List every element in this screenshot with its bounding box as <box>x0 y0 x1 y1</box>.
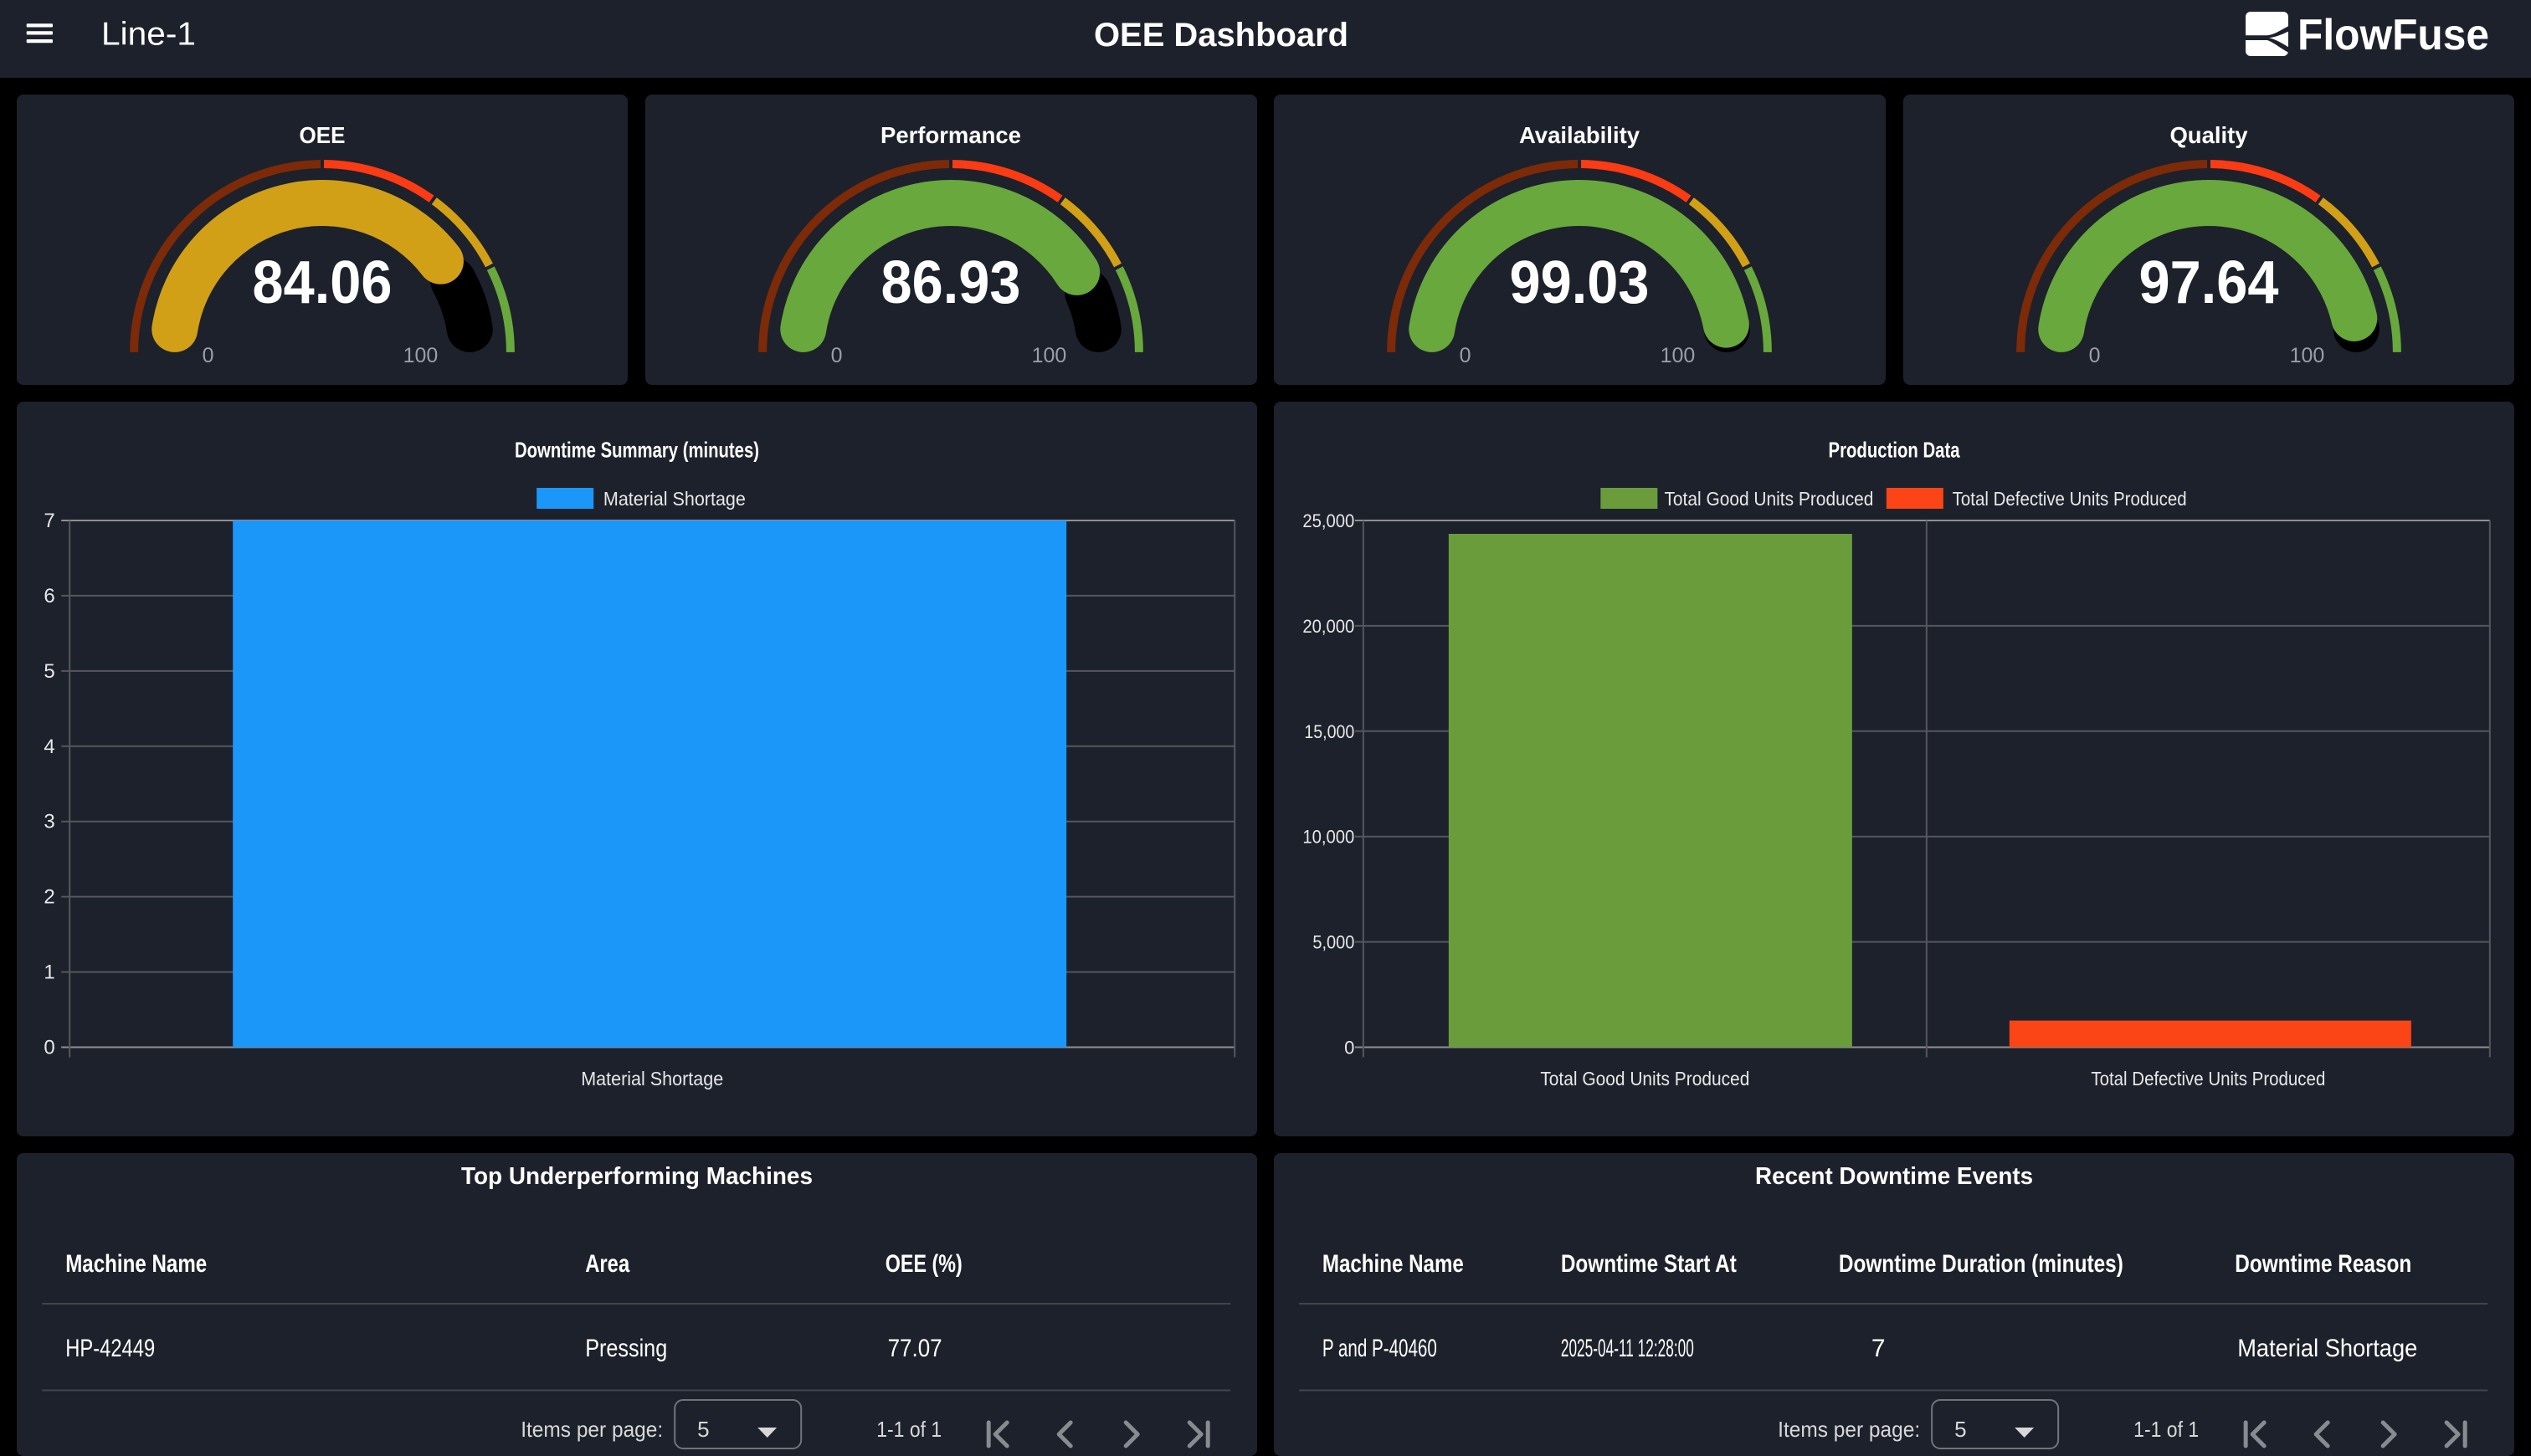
svg-text:Items per page:: Items per page: <box>521 1417 663 1442</box>
svg-text:6: 6 <box>44 585 54 608</box>
svg-text:Downtime Duration (minutes): Downtime Duration (minutes) <box>1839 1250 2123 1278</box>
svg-text:Total Good Units Produced: Total Good Units Produced <box>1665 488 1874 510</box>
svg-text:Downtime Reason: Downtime Reason <box>2236 1250 2412 1278</box>
svg-text:0: 0 <box>831 344 843 367</box>
svg-text:0: 0 <box>1460 344 1471 367</box>
svg-text:3: 3 <box>44 811 54 833</box>
svg-text:0: 0 <box>203 344 214 367</box>
svg-text:20,000: 20,000 <box>1303 616 1355 637</box>
svg-text:77.07: 77.07 <box>888 1335 942 1362</box>
svg-text:Material Shortage: Material Shortage <box>581 1068 723 1089</box>
svg-text:100: 100 <box>1032 344 1067 367</box>
svg-text:OEE Dashboard: OEE Dashboard <box>1094 17 1348 54</box>
svg-text:7: 7 <box>44 510 54 532</box>
svg-text:Performance: Performance <box>880 122 1021 148</box>
svg-text:Total Defective Units Produced: Total Defective Units Produced <box>1953 488 2187 510</box>
svg-text:Material Shortage: Material Shortage <box>603 488 746 510</box>
svg-text:99.03: 99.03 <box>1510 249 1650 316</box>
svg-text:Recent Downtime Events: Recent Downtime Events <box>1755 1163 2033 1190</box>
svg-text:86.93: 86.93 <box>881 249 1021 316</box>
svg-text:Availability: Availability <box>1519 122 1640 148</box>
svg-text:Pressing: Pressing <box>585 1335 667 1362</box>
svg-text:Downtime Start At: Downtime Start At <box>1561 1250 1737 1278</box>
svg-text:1-1 of 1: 1-1 of 1 <box>2133 1417 2199 1442</box>
svg-text:OEE: OEE <box>300 122 346 148</box>
svg-text:2: 2 <box>44 886 54 909</box>
svg-text:Downtime Summary (minutes): Downtime Summary (minutes) <box>515 438 759 463</box>
svg-text:5: 5 <box>1954 1417 1966 1442</box>
svg-text:7: 7 <box>1871 1335 1886 1362</box>
svg-text:0: 0 <box>2088 344 2100 367</box>
svg-text:Machine Name: Machine Name <box>1322 1250 1464 1278</box>
svg-text:2025-04-11 12:28:00: 2025-04-11 12:28:00 <box>1561 1335 1694 1362</box>
svg-text:100: 100 <box>1661 344 1696 367</box>
svg-text:5: 5 <box>697 1417 709 1442</box>
svg-text:Line-1: Line-1 <box>101 17 196 53</box>
svg-text:Quality: Quality <box>2169 122 2248 148</box>
svg-text:P and P-40460: P and P-40460 <box>1322 1335 1437 1362</box>
svg-text:Items per page:: Items per page: <box>1778 1417 1920 1442</box>
svg-text:25,000: 25,000 <box>1303 510 1355 531</box>
svg-text:97.64: 97.64 <box>2138 249 2278 316</box>
svg-text:Total Good Units Produced: Total Good Units Produced <box>1541 1068 1750 1089</box>
svg-text:Total Defective Units Produced: Total Defective Units Produced <box>2092 1068 2326 1089</box>
svg-text:FlowFuse: FlowFuse <box>2297 11 2489 59</box>
svg-text:84.06: 84.06 <box>253 249 393 316</box>
svg-text:OEE (%): OEE (%) <box>886 1250 963 1278</box>
svg-text:5: 5 <box>44 660 54 683</box>
svg-text:15,000: 15,000 <box>1305 721 1355 742</box>
svg-text:1: 1 <box>44 961 54 984</box>
svg-text:1-1 of 1: 1-1 of 1 <box>876 1417 942 1442</box>
svg-text:Top Underperforming Machines: Top Underperforming Machines <box>461 1163 813 1190</box>
svg-text:0: 0 <box>44 1037 54 1059</box>
svg-text:100: 100 <box>403 344 439 367</box>
svg-text:Material Shortage: Material Shortage <box>2238 1335 2418 1362</box>
svg-text:HP-42449: HP-42449 <box>65 1335 155 1362</box>
svg-text:10,000: 10,000 <box>1303 827 1355 848</box>
svg-text:5,000: 5,000 <box>1313 932 1355 953</box>
svg-text:Machine Name: Machine Name <box>65 1250 207 1278</box>
svg-text:4: 4 <box>44 736 54 758</box>
svg-text:Production Data: Production Data <box>1829 438 1960 463</box>
svg-text:0: 0 <box>1344 1038 1354 1059</box>
svg-text:Area: Area <box>585 1250 629 1278</box>
svg-text:100: 100 <box>2289 344 2324 367</box>
